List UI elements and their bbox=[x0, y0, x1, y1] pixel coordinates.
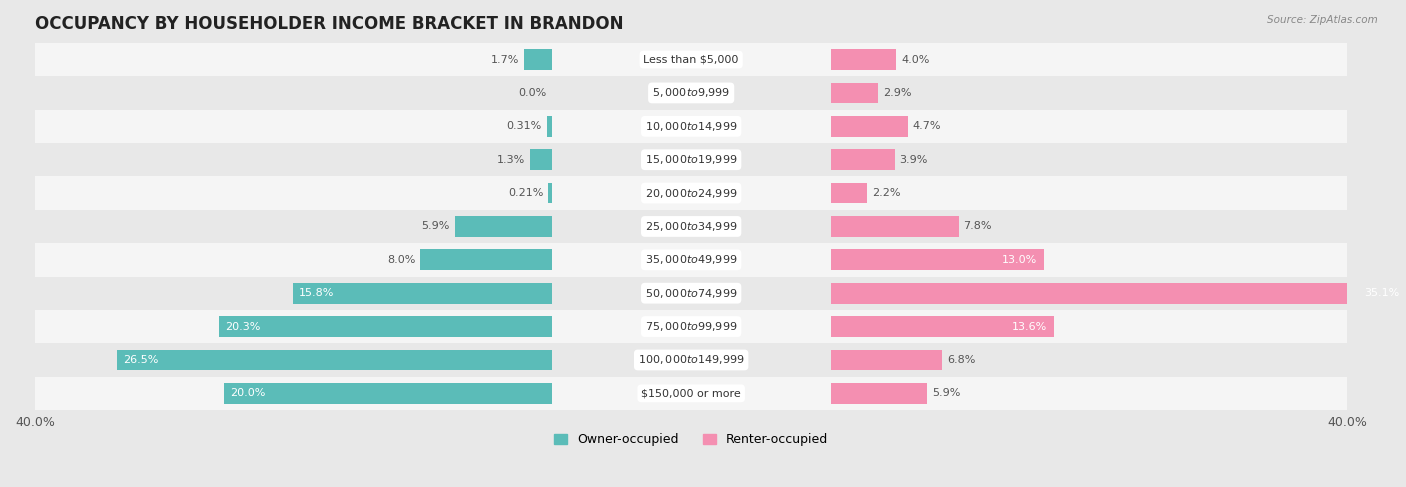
Bar bbox=[831, 49, 896, 70]
Bar bbox=[35, 210, 1347, 243]
Text: 1.3%: 1.3% bbox=[498, 155, 526, 165]
Text: 0.0%: 0.0% bbox=[519, 88, 547, 98]
Bar bbox=[35, 277, 1347, 310]
Text: $100,000 to $149,999: $100,000 to $149,999 bbox=[638, 354, 745, 366]
Text: 13.6%: 13.6% bbox=[1012, 321, 1047, 332]
Bar bbox=[831, 350, 942, 370]
Text: 2.2%: 2.2% bbox=[872, 188, 900, 198]
Text: 7.8%: 7.8% bbox=[963, 222, 993, 231]
Bar bbox=[831, 116, 908, 137]
Text: $150,000 or more: $150,000 or more bbox=[641, 388, 741, 398]
Text: $75,000 to $99,999: $75,000 to $99,999 bbox=[645, 320, 737, 333]
Text: 0.31%: 0.31% bbox=[506, 121, 541, 131]
Text: $5,000 to $9,999: $5,000 to $9,999 bbox=[652, 87, 730, 99]
Bar bbox=[831, 249, 1043, 270]
Bar bbox=[35, 176, 1347, 210]
Text: 13.0%: 13.0% bbox=[1002, 255, 1038, 265]
Bar bbox=[530, 150, 551, 170]
Bar bbox=[35, 343, 1347, 376]
Text: $35,000 to $49,999: $35,000 to $49,999 bbox=[645, 253, 737, 266]
Text: 1.7%: 1.7% bbox=[491, 55, 519, 65]
Text: 6.8%: 6.8% bbox=[948, 355, 976, 365]
Text: 4.0%: 4.0% bbox=[901, 55, 929, 65]
Bar bbox=[117, 350, 551, 370]
Text: $15,000 to $19,999: $15,000 to $19,999 bbox=[645, 153, 737, 166]
Bar bbox=[524, 49, 551, 70]
Text: 26.5%: 26.5% bbox=[124, 355, 159, 365]
Bar bbox=[456, 216, 551, 237]
Text: $10,000 to $14,999: $10,000 to $14,999 bbox=[645, 120, 737, 133]
Text: Source: ZipAtlas.com: Source: ZipAtlas.com bbox=[1267, 15, 1378, 25]
Text: OCCUPANCY BY HOUSEHOLDER INCOME BRACKET IN BRANDON: OCCUPANCY BY HOUSEHOLDER INCOME BRACKET … bbox=[35, 15, 623, 33]
Bar bbox=[831, 216, 959, 237]
Bar bbox=[831, 150, 894, 170]
Bar bbox=[35, 376, 1347, 410]
Bar bbox=[831, 83, 879, 103]
Bar bbox=[292, 283, 551, 303]
Text: 2.9%: 2.9% bbox=[883, 88, 911, 98]
Text: 3.9%: 3.9% bbox=[900, 155, 928, 165]
Bar bbox=[420, 249, 551, 270]
Text: 20.0%: 20.0% bbox=[231, 388, 266, 398]
Bar bbox=[831, 283, 1406, 303]
Bar bbox=[831, 383, 928, 404]
Text: 5.9%: 5.9% bbox=[932, 388, 960, 398]
Bar bbox=[219, 316, 551, 337]
Bar bbox=[35, 76, 1347, 110]
Bar bbox=[547, 116, 551, 137]
Bar bbox=[831, 183, 866, 204]
Text: 0.21%: 0.21% bbox=[508, 188, 543, 198]
Text: Less than $5,000: Less than $5,000 bbox=[644, 55, 740, 65]
Bar bbox=[35, 110, 1347, 143]
Bar bbox=[224, 383, 551, 404]
Bar bbox=[35, 243, 1347, 277]
Bar bbox=[35, 43, 1347, 76]
Legend: Owner-occupied, Renter-occupied: Owner-occupied, Renter-occupied bbox=[550, 429, 832, 451]
Text: 35.1%: 35.1% bbox=[1365, 288, 1400, 298]
Bar bbox=[548, 183, 551, 204]
Text: 5.9%: 5.9% bbox=[422, 222, 450, 231]
Text: $25,000 to $34,999: $25,000 to $34,999 bbox=[645, 220, 737, 233]
Text: 20.3%: 20.3% bbox=[225, 321, 260, 332]
Text: $50,000 to $74,999: $50,000 to $74,999 bbox=[645, 287, 737, 300]
Bar bbox=[35, 310, 1347, 343]
Text: 4.7%: 4.7% bbox=[912, 121, 941, 131]
Bar bbox=[35, 143, 1347, 176]
Text: 15.8%: 15.8% bbox=[299, 288, 335, 298]
Text: $20,000 to $24,999: $20,000 to $24,999 bbox=[645, 187, 737, 200]
Bar bbox=[831, 316, 1053, 337]
Text: 8.0%: 8.0% bbox=[387, 255, 416, 265]
